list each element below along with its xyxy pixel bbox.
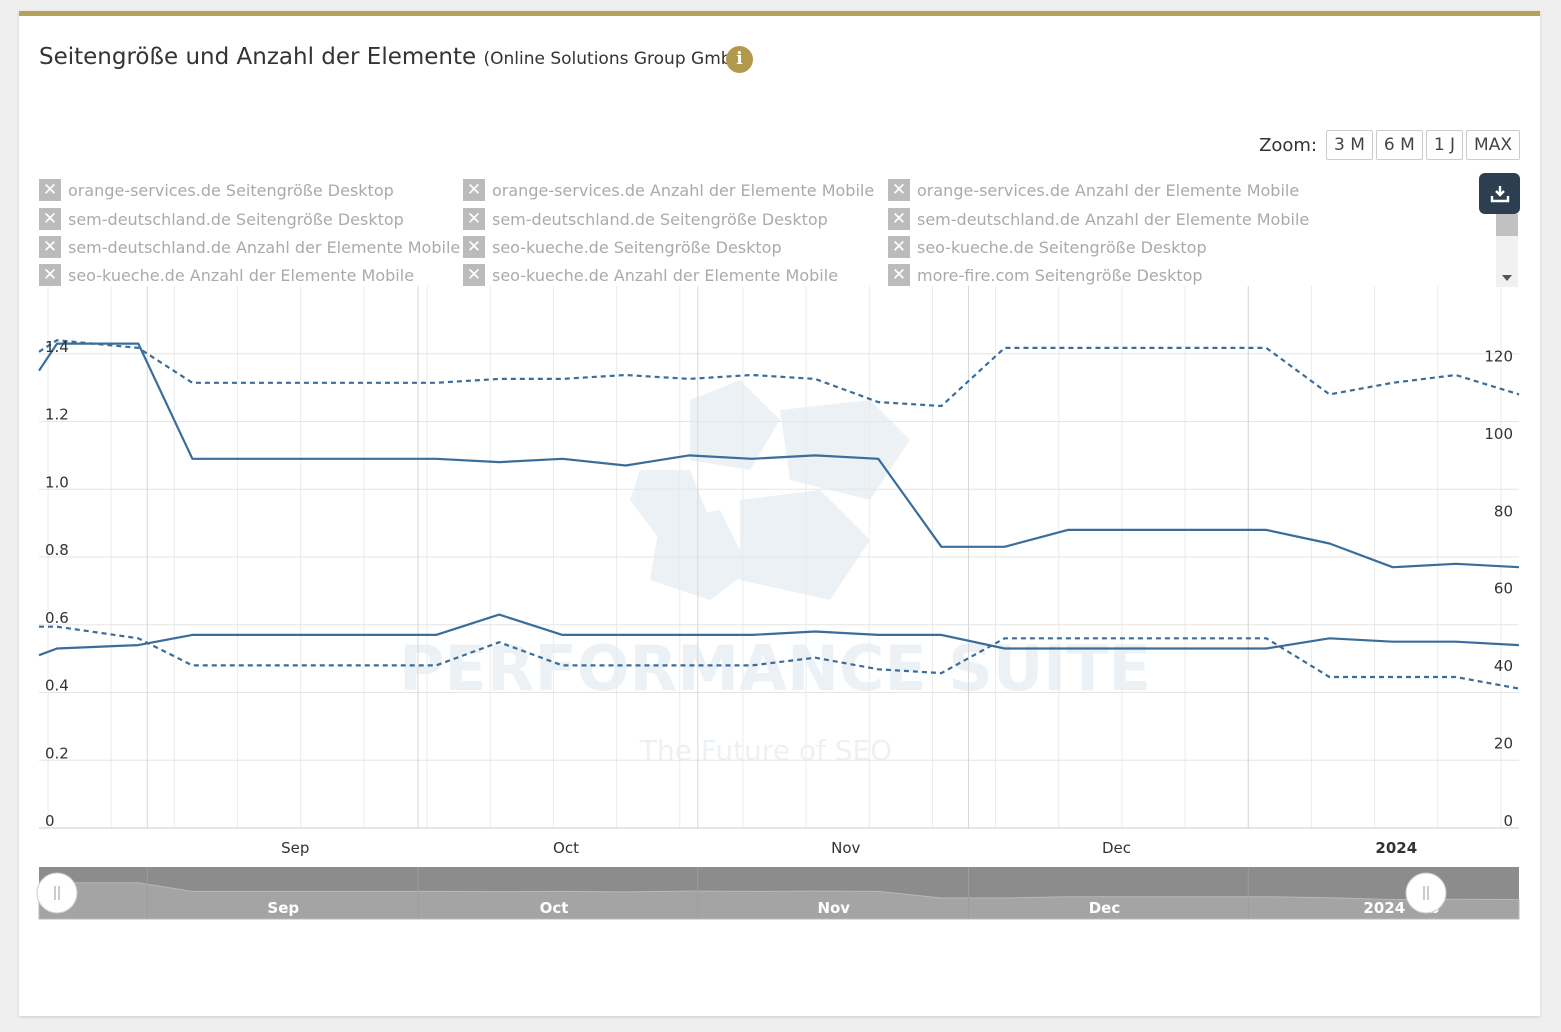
- legend-toggle-icon: ✕: [463, 264, 485, 286]
- legend-toggle-icon: ✕: [888, 179, 910, 201]
- legend-label: more-fire.com Seitengröße Desktop: [917, 265, 1203, 285]
- legend-label: seo-kueche.de Anzahl der Elemente Mobile: [68, 265, 415, 285]
- legend-item[interactable]: ✕ more-fire.com Seitengröße Desktop: [888, 263, 1203, 287]
- legend-label: sem-deutschland.de Seitengröße Desktop: [492, 209, 828, 229]
- chart-title-text: Seitengröße und Anzahl der Elemente: [39, 44, 477, 70]
- zoom-bar: Zoom: 3 M 6 M 1 J MAX: [1259, 128, 1520, 162]
- legend-item[interactable]: ✕ sem-deutschland.de Seitengröße Desktop: [39, 207, 404, 231]
- legend-item[interactable]: ✕ orange-services.de Anzahl der Elemente …: [888, 178, 1299, 202]
- legend-toggle-icon: ✕: [39, 264, 61, 286]
- legend-item[interactable]: ✕ sem-deutschland.de Anzahl der Elemente …: [888, 207, 1309, 231]
- chart-card: Seitengröße und Anzahl der Elemente (Onl…: [19, 11, 1540, 1016]
- legend-toggle-icon: ✕: [888, 236, 910, 258]
- info-icon[interactable]: i: [726, 46, 753, 73]
- legend-label: seo-kueche.de Anzahl der Elemente Mobile: [492, 265, 839, 285]
- zoom-label: Zoom:: [1259, 134, 1318, 156]
- legend-toggle-icon: ✕: [39, 179, 61, 201]
- legend-toggle-icon: ✕: [888, 208, 910, 230]
- legend-label: orange-services.de Anzahl der Elemente M…: [492, 180, 875, 200]
- legend-item[interactable]: ✕ orange-services.de Seitengröße Desktop: [39, 178, 394, 202]
- zoom-6m-button[interactable]: 6 M: [1375, 130, 1423, 160]
- legend-label: sem-deutschland.de Anzahl der Elemente M…: [68, 237, 461, 257]
- legend-toggle-icon: ✕: [39, 236, 61, 258]
- zoom-max-button[interactable]: MAX: [1466, 130, 1520, 160]
- legend-label: seo-kueche.de Seitengröße Desktop: [917, 237, 1207, 257]
- chart-title: Seitengröße und Anzahl der Elemente (Onl…: [39, 44, 751, 70]
- zoom-3m-button[interactable]: 3 M: [1326, 130, 1373, 160]
- legend-label: orange-services.de Seitengröße Desktop: [68, 180, 394, 200]
- legend-toggle-icon: ✕: [888, 264, 910, 286]
- legend-scrollbar-thumb[interactable]: [1496, 214, 1518, 236]
- legend-item[interactable]: ✕ seo-kueche.de Anzahl der Elemente Mobil…: [463, 263, 838, 287]
- legend-label: sem-deutschland.de Seitengröße Desktop: [68, 209, 404, 229]
- legend: ✕ orange-services.de Seitengröße Desktop …: [39, 176, 1479, 291]
- legend-toggle-icon: ✕: [39, 208, 61, 230]
- legend-item[interactable]: ✕ sem-deutschland.de Seitengröße Desktop: [463, 207, 828, 231]
- legend-toggle-icon: ✕: [463, 208, 485, 230]
- legend-label: sem-deutschland.de Anzahl der Elemente M…: [917, 209, 1310, 229]
- legend-item[interactable]: ✕ seo-kueche.de Anzahl der Elemente Mobil…: [39, 263, 414, 287]
- legend-item[interactable]: ✕ orange-services.de Anzahl der Elemente …: [463, 178, 874, 202]
- legend-scrollbar[interactable]: [1496, 214, 1518, 287]
- legend-toggle-icon: ✕: [463, 179, 485, 201]
- legend-label: orange-services.de Anzahl der Elemente M…: [917, 180, 1300, 200]
- legend-toggle-icon: ✕: [463, 236, 485, 258]
- zoom-1y-button[interactable]: 1 J: [1425, 130, 1464, 160]
- legend-item[interactable]: ✕ seo-kueche.de Seitengröße Desktop: [888, 235, 1207, 259]
- scroll-down-icon[interactable]: [1502, 275, 1512, 281]
- download-icon[interactable]: [1479, 173, 1520, 214]
- legend-label: seo-kueche.de Seitengröße Desktop: [492, 237, 782, 257]
- legend-item[interactable]: ✕ sem-deutschland.de Anzahl der Elemente …: [39, 235, 460, 259]
- chart-subtitle: (Online Solutions Group GmbH): [483, 49, 751, 69]
- legend-item[interactable]: ✕ seo-kueche.de Seitengröße Desktop: [463, 235, 782, 259]
